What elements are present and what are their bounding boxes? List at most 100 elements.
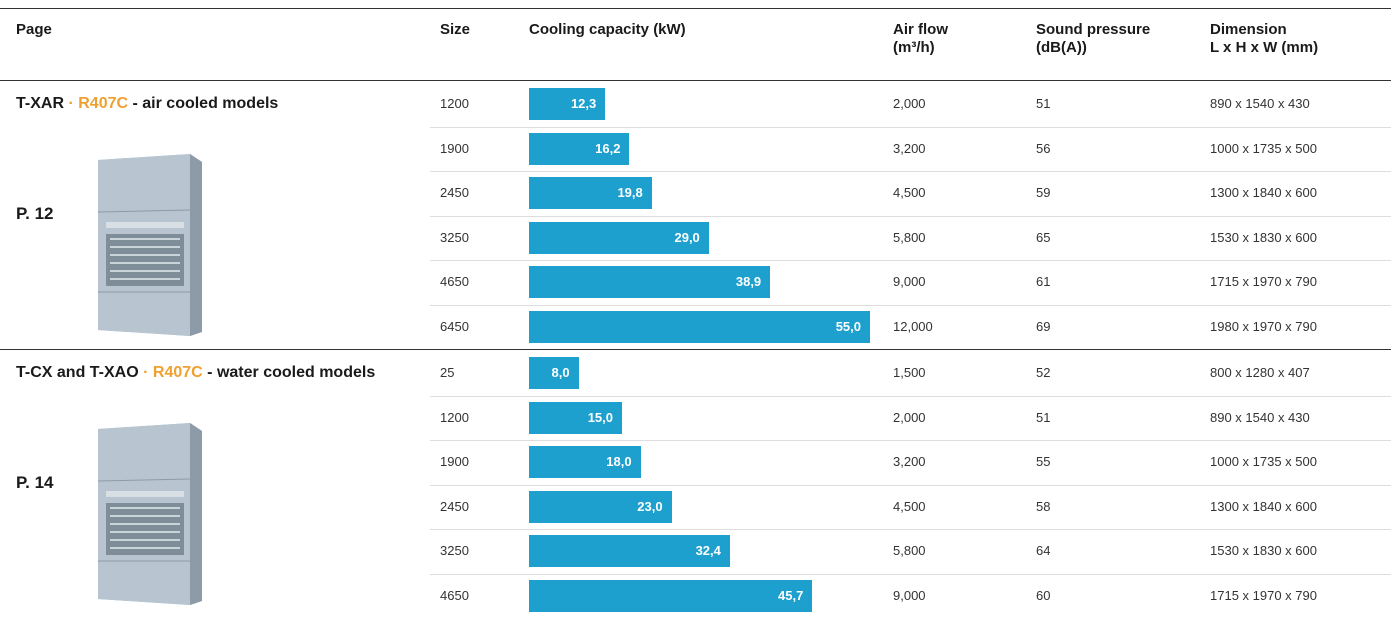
header-line: Cooling capacity (kW) [529, 21, 686, 38]
page-ref: P. 12 [16, 203, 54, 223]
sound-pressure: 52 [1036, 365, 1051, 381]
column-header: Page [16, 21, 52, 39]
air-flow: 3,200 [893, 140, 926, 156]
capacity-label: 45,7 [778, 587, 804, 603]
column-header: Size [440, 21, 470, 39]
dimension: 1980 x 1970 x 790 [1210, 318, 1317, 334]
sound-pressure: 51 [1036, 409, 1051, 425]
column-header: Dimension L x H x W (mm) [1210, 21, 1318, 57]
image-wrap [90, 421, 205, 611]
sound-pressure: 55 [1036, 454, 1051, 470]
separator: · [68, 95, 74, 112]
dimension: 1530 x 1830 x 600 [1210, 229, 1317, 245]
top-rule [0, 8, 1391, 9]
capacity-bar: 55,0 [529, 310, 870, 343]
sound-pressure: 61 [1036, 274, 1051, 290]
dimension: 890 x 1540 x 430 [1210, 96, 1310, 112]
description: - water cooled models [207, 364, 376, 381]
separator: · [143, 364, 149, 381]
dimension: 1000 x 1735 x 500 [1210, 140, 1317, 156]
capacity-label: 12,3 [570, 96, 597, 112]
air-flow: 5,800 [893, 229, 926, 245]
header-line: Page [16, 21, 52, 38]
sound-pressure: 58 [1036, 498, 1051, 514]
row-rule [430, 126, 1391, 128]
dimension: 1300 x 1840 x 600 [1210, 185, 1317, 201]
capacity-label: 16,2 [595, 140, 621, 156]
header-line: Sound pressure [1036, 21, 1151, 38]
capacity-label: 8,0 [551, 365, 570, 381]
row-rule [430, 171, 1391, 172]
row-rule [430, 529, 1391, 530]
page-ref: P. 14 [16, 472, 54, 492]
sound-pressure: 69 [1036, 318, 1051, 334]
capacity-label: 55,0 [835, 318, 861, 334]
header-line: Air flow [893, 21, 948, 38]
product-image [97, 423, 202, 605]
capacity-bar: 8,0 [529, 357, 579, 390]
dimension: 1000 x 1735 x 500 [1210, 454, 1317, 470]
group-rule [0, 349, 1391, 350]
capacity-bar: 19,8 [529, 177, 652, 210]
capacity-label: 23,0 [637, 498, 663, 514]
row-rule [430, 260, 1391, 261]
model-name: T-XAR [16, 95, 64, 112]
row-rule [430, 484, 1391, 486]
row-rule [430, 215, 1391, 217]
size: 1900 [440, 140, 469, 156]
group-title: T-XAR · R407C - air cooled models [16, 93, 406, 115]
air-flow: 4,500 [893, 185, 926, 201]
dimension: 1715 x 1970 x 790 [1210, 587, 1317, 603]
column-header: Air flow (m³/h) [893, 21, 948, 57]
sound-pressure: 60 [1036, 587, 1051, 603]
size: 6450 [440, 318, 469, 334]
dimension: 890 x 1540 x 430 [1210, 409, 1310, 425]
product-image [97, 154, 202, 336]
air-flow: 3,200 [893, 454, 926, 470]
group-title: T-CX and T-XAO · R407C - water cooled mo… [16, 362, 406, 384]
sound-pressure: 56 [1036, 140, 1051, 156]
air-flow: 4,500 [893, 498, 926, 514]
air-flow: 2,000 [893, 409, 926, 425]
size: 4650 [440, 587, 469, 603]
dimension: 800 x 1280 x 407 [1210, 365, 1310, 381]
size: 3250 [440, 229, 469, 245]
size: 4650 [440, 274, 469, 290]
air-flow: 12,000 [893, 318, 933, 334]
row-rule [430, 395, 1391, 397]
sound-pressure: 64 [1036, 543, 1051, 559]
capacity-bar: 38,9 [529, 266, 771, 299]
air-flow: 1,500 [893, 365, 926, 381]
row-rule [430, 440, 1391, 441]
dimension: 1530 x 1830 x 600 [1210, 543, 1317, 559]
capacity-label: 19,8 [617, 185, 643, 201]
capacity-bar: 18,0 [529, 446, 641, 479]
refrigerant: R407C [78, 95, 129, 112]
capacity-label: 32,4 [695, 543, 721, 559]
sound-pressure: 65 [1036, 229, 1051, 245]
size: 2450 [440, 185, 469, 201]
header-line: Size [440, 21, 471, 38]
image-wrap [90, 152, 205, 342]
description: - air cooled models [132, 95, 279, 112]
size: 25 [440, 365, 455, 381]
capacity-bar: 12,3 [529, 88, 606, 121]
size: 1900 [440, 454, 469, 470]
header-line: (dB(A)) [1036, 39, 1087, 56]
header-rule [0, 80, 1391, 81]
refrigerant: R407C [152, 364, 203, 381]
size: 2450 [440, 498, 469, 514]
capacity-bar: 16,2 [529, 132, 630, 165]
size: 3250 [440, 543, 469, 559]
capacity-bar: 32,4 [529, 535, 730, 568]
row-rule [430, 304, 1391, 306]
header-line: Dimension [1210, 21, 1287, 38]
capacity-label: 38,9 [735, 274, 762, 290]
header-line: L x H x W (mm) [1210, 39, 1319, 56]
size: 1200 [440, 96, 469, 112]
sound-pressure: 51 [1036, 96, 1051, 112]
capacity-bar: 15,0 [529, 401, 622, 434]
header-line: (m³/h) [893, 39, 935, 56]
capacity-label: 15,0 [587, 409, 613, 425]
